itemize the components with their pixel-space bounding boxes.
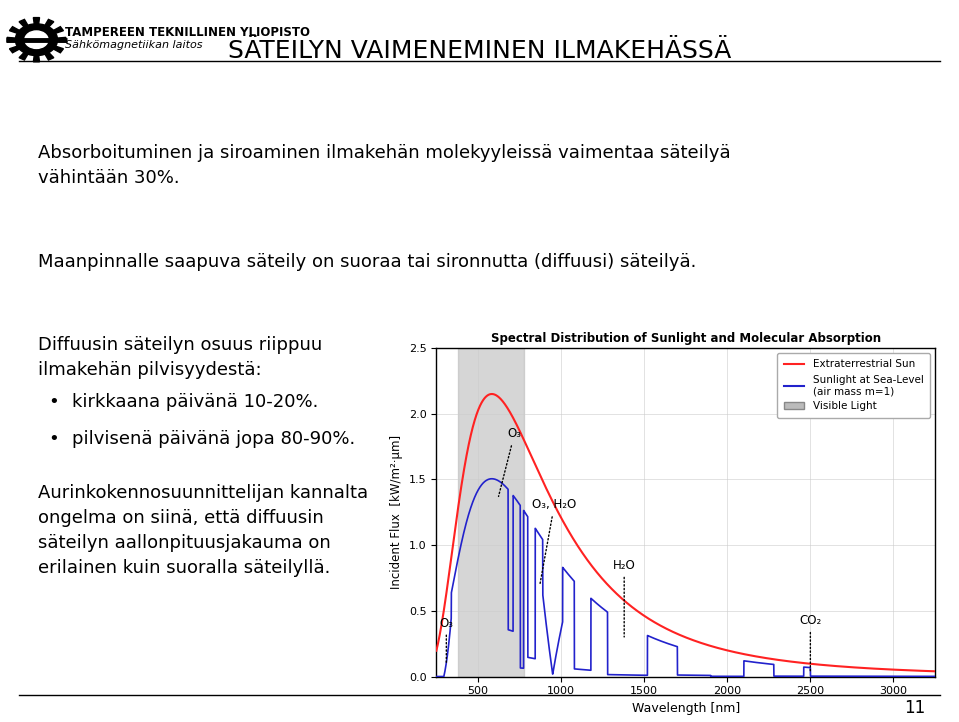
Text: Aurinkokennosuunnittelijan kannalta
ongelma on siinä, että diffuusin
säteilyn aa: Aurinkokennosuunnittelijan kannalta onge… [38, 484, 368, 577]
Polygon shape [10, 27, 19, 33]
Text: H₂O: H₂O [613, 559, 636, 637]
Title: Spectral Distribution of Sunlight and Molecular Absorption: Spectral Distribution of Sunlight and Mo… [491, 332, 880, 345]
Circle shape [25, 31, 48, 48]
Text: •: • [48, 393, 58, 412]
Polygon shape [54, 27, 63, 33]
Y-axis label: Incident Flux  [kW/m²·µm]: Incident Flux [kW/m²·µm] [390, 435, 404, 589]
Text: Absorboituminen ja siroaminen ilmakehän molekyyleissä vaimentaa säteilyä
vähintä: Absorboituminen ja siroaminen ilmakehän … [38, 144, 731, 188]
Polygon shape [45, 53, 54, 60]
Text: O₃: O₃ [439, 617, 454, 664]
Text: Maanpinnalle saapuva säteily on suoraa tai sironnutta (diffuusi) säteilyä.: Maanpinnalle saapuva säteily on suoraa t… [38, 253, 697, 271]
Text: SÄTEILYN VAIMENEMINEN ILMAKEHÄSSÄ: SÄTEILYN VAIMENEMINEN ILMAKEHÄSSÄ [228, 38, 731, 63]
Polygon shape [34, 17, 39, 24]
Text: kirkkaana päivänä 10-20%.: kirkkaana päivänä 10-20%. [72, 393, 318, 412]
Text: Sähkömagnetiikan laitos: Sähkömagnetiikan laitos [65, 40, 202, 51]
Text: O₃, H₂O: O₃, H₂O [532, 498, 576, 584]
Polygon shape [54, 46, 63, 53]
Circle shape [15, 24, 58, 56]
Polygon shape [45, 19, 54, 27]
X-axis label: Wavelength [nm]: Wavelength [nm] [632, 702, 739, 715]
Polygon shape [10, 46, 19, 53]
Bar [458, 348, 525, 677]
Polygon shape [58, 38, 66, 42]
Text: pilvisenä päivänä jopa 80-90%.: pilvisenä päivänä jopa 80-90%. [72, 430, 355, 448]
Polygon shape [7, 38, 15, 42]
Text: CO₂: CO₂ [799, 614, 822, 671]
Polygon shape [19, 53, 28, 60]
Text: •: • [48, 430, 58, 448]
Legend: Extraterrestrial Sun, Sunlight at Sea-Level
(air mass m=1), Visible Light: Extraterrestrial Sun, Sunlight at Sea-Le… [778, 353, 930, 418]
Text: TAMPEREEN TEKNILLINEN YLIOPISTO: TAMPEREEN TEKNILLINEN YLIOPISTO [65, 26, 310, 39]
Polygon shape [34, 56, 39, 62]
Polygon shape [19, 19, 28, 27]
Text: 11: 11 [904, 699, 925, 716]
Text: O₃: O₃ [499, 427, 522, 497]
Text: Diffuusin säteilyn osuus riippuu
ilmakehän pilvisyydestä:: Diffuusin säteilyn osuus riippuu ilmakeh… [38, 336, 322, 379]
